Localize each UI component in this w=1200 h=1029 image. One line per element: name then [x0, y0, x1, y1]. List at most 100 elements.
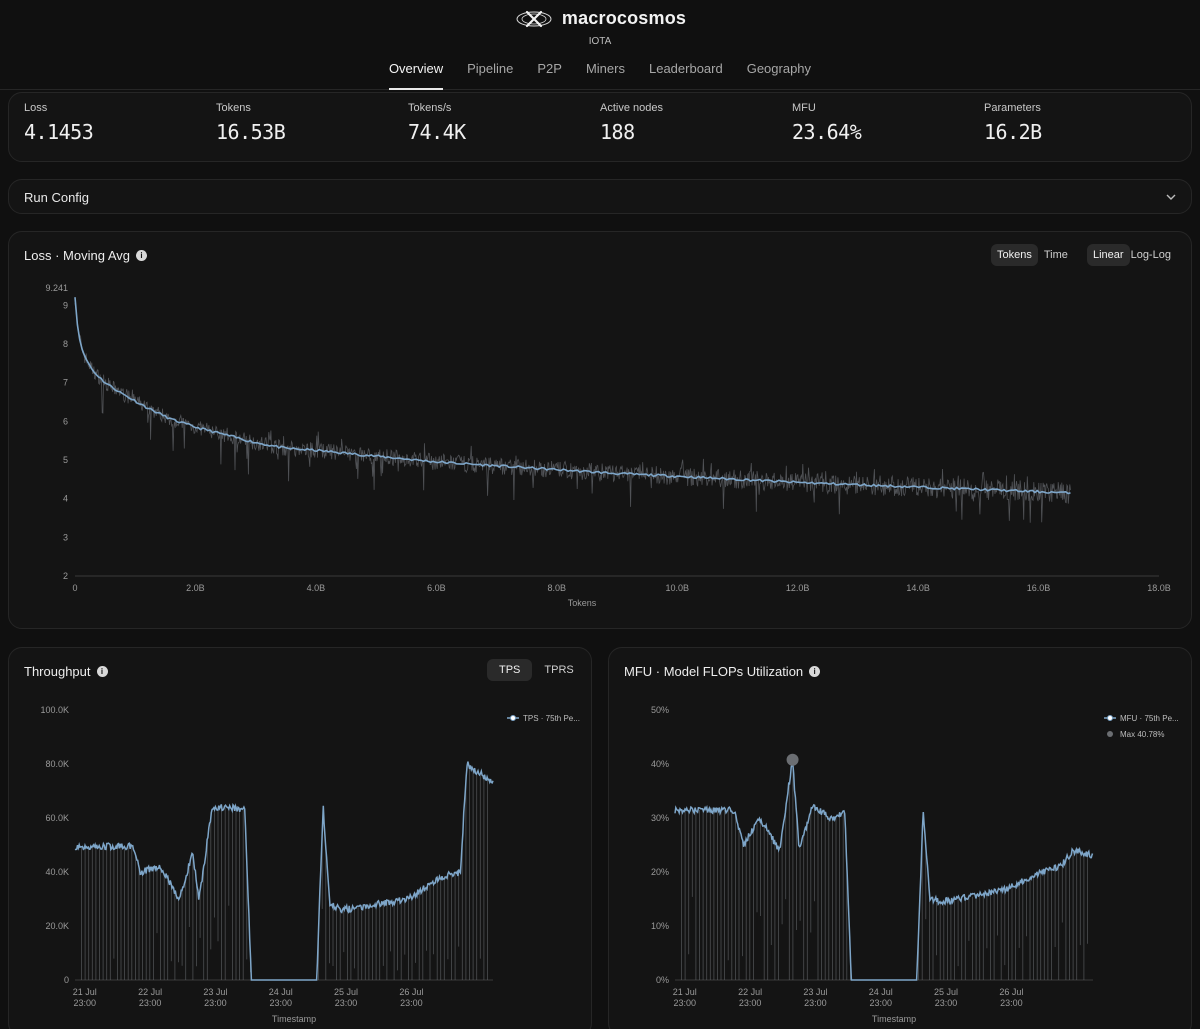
- macrocosmos-logo-icon: [516, 10, 552, 27]
- y-tick-label: 9: [63, 300, 68, 310]
- y-tick-label: 20.0K: [45, 921, 69, 931]
- x-tick-label: 16.0B: [1027, 583, 1051, 593]
- x-tick-label: 21 Jul: [673, 987, 697, 997]
- y-tick-label: 10%: [651, 921, 669, 931]
- x-tick-label: 4.0B: [307, 583, 326, 593]
- x-tick-label: 24 Jul: [269, 987, 293, 997]
- toggle-tprs[interactable]: TPRS: [544, 664, 574, 676]
- x-tick-label: 21 Jul: [73, 987, 97, 997]
- x-tick-label: 12.0B: [786, 583, 810, 593]
- stat-parameters: Parameters 16.2B: [984, 102, 1042, 144]
- tab-leaderboard[interactable]: Leaderboard: [648, 61, 723, 76]
- y-tick-label: 6: [63, 416, 68, 426]
- x-tick-label: 25 Jul: [334, 987, 358, 997]
- run-config-label: Run Config: [24, 190, 90, 205]
- run-config-accordion[interactable]: Run Config: [8, 179, 1192, 214]
- y-tick-label: 80.0K: [45, 759, 69, 769]
- y-tick-label: 30%: [651, 813, 669, 823]
- tab-geography[interactable]: Geography: [746, 61, 812, 76]
- x-tick-label: 26 Jul: [999, 987, 1023, 997]
- stat-tokens-per-second: Tokens/s 74.4K: [408, 102, 466, 144]
- y-tick-label: 50%: [651, 705, 669, 715]
- info-icon[interactable]: i: [96, 666, 108, 677]
- stat-label: Active nodes: [600, 102, 663, 114]
- toggle-tokens[interactable]: Tokens: [991, 244, 1038, 266]
- tab-p2p[interactable]: P2P: [537, 61, 562, 76]
- stat-label: MFU: [792, 102, 816, 114]
- brand-row[interactable]: macrocosmos: [514, 8, 686, 29]
- y-tick-label: 5: [63, 455, 68, 465]
- legend-max-marker: [1107, 731, 1113, 737]
- x-tick-label: 23:00: [335, 998, 358, 1008]
- x-tick-label: 24 Jul: [869, 987, 893, 997]
- x-axis-toggle: Tokens Time: [991, 244, 1074, 266]
- x-axis-label: Tokens: [568, 598, 597, 608]
- brand-name: macrocosmos: [561, 8, 687, 28]
- throughput-toggle: TPS TPRS: [487, 659, 586, 681]
- y-tick-label: 60.0K: [45, 813, 69, 823]
- stats-card: Loss 4.1453 Tokens 16.53B Tokens/s 74.4K…: [8, 92, 1192, 162]
- mfu-chart-card: MFU · Model FLOPs Utilization i 0% 10% 20%…: [608, 647, 1192, 1029]
- info-icon[interactable]: i: [135, 250, 147, 261]
- legend-label: MFU · 75th Pe...: [1120, 714, 1179, 723]
- raw-dips: [681, 764, 1088, 980]
- stat-active-nodes: Active nodes 188: [600, 102, 663, 144]
- mfu-chart-title: MFU · Model FLOPs Utilization i: [624, 664, 821, 679]
- x-tick-label: 8.0B: [548, 583, 567, 593]
- x-tick-label: 23:00: [204, 998, 227, 1008]
- x-tick-label: 23:00: [869, 998, 892, 1008]
- stat-label: Tokens/s: [408, 102, 452, 114]
- x-tick-label: 23 Jul: [203, 987, 227, 997]
- loss-chart-card: Loss · Moving Avg i Tokens Time Linear L…: [8, 231, 1192, 629]
- throughput-chart-card: Throughput i TPS TPRS 0 20.0K 40.0K 60.0K 80…: [8, 647, 592, 1029]
- y-tick-label: 7: [63, 378, 68, 388]
- x-axis-label: Timestamp: [872, 1014, 916, 1024]
- mfu-chart-title-text: MFU · Model FLOPs Utilization: [624, 664, 804, 679]
- raw-dips: [81, 765, 488, 980]
- y-tick-label: 40.0K: [45, 867, 69, 877]
- x-tick-label: 22 Jul: [138, 987, 162, 997]
- stat-label: Parameters: [984, 102, 1041, 114]
- toggle-linear[interactable]: Linear: [1087, 244, 1130, 266]
- stat-value: 4.1453: [24, 120, 94, 144]
- brand-subtitle: IOTA: [588, 35, 612, 47]
- y-tick-label: 3: [63, 532, 68, 542]
- tab-overview[interactable]: Overview: [388, 58, 444, 90]
- stat-value: 74.4K: [408, 120, 466, 144]
- stat-loss: Loss 4.1453: [24, 102, 94, 144]
- y-tick-label: 20%: [651, 867, 669, 877]
- y-max-label: 9.241: [45, 283, 68, 293]
- info-icon[interactable]: i: [809, 666, 821, 677]
- x-tick-label: 23:00: [269, 998, 292, 1008]
- x-tick-label: 14.0B: [906, 583, 930, 593]
- stat-value: 23.64%: [792, 120, 862, 144]
- toggle-log-log[interactable]: Log-Log: [1130, 249, 1171, 261]
- loss-chart[interactable]: 2 3 4 5 6 7 8 9 9.241 0 2.0B 4.0B 6.0B 8.0B 10.0B 12.0B…: [9, 232, 1193, 630]
- toggle-time[interactable]: Time: [1043, 249, 1068, 261]
- loss-chart-title-text: Loss · Moving Avg: [24, 248, 130, 263]
- throughput-chart-title-text: Throughput: [24, 664, 91, 679]
- x-tick-label: 18.0B: [1147, 583, 1171, 593]
- x-tick-label: 0: [72, 583, 77, 593]
- stat-value: 16.53B: [216, 120, 286, 144]
- x-tick-label: 23:00: [139, 998, 162, 1008]
- y-tick-label: 0: [64, 975, 69, 985]
- x-tick-label: 23:00: [74, 998, 97, 1008]
- stat-label: Loss: [24, 102, 48, 114]
- stat-value: 188: [600, 120, 635, 144]
- x-tick-label: 23:00: [935, 998, 958, 1008]
- chevron-down-icon[interactable]: [1165, 188, 1177, 206]
- tab-miners[interactable]: Miners: [585, 61, 625, 76]
- x-axis-label: Timestamp: [272, 1014, 316, 1024]
- x-tick-label: 6.0B: [427, 583, 446, 593]
- max-point: [786, 753, 799, 766]
- toggle-tps[interactable]: TPS: [487, 659, 533, 681]
- throughput-chart-title: Throughput i: [24, 664, 108, 679]
- x-tick-label: 10.0B: [665, 583, 689, 593]
- x-tick-label: 23:00: [674, 998, 697, 1008]
- y-tick-label: 40%: [651, 759, 669, 769]
- stat-label: Tokens: [216, 102, 251, 114]
- tab-pipeline[interactable]: Pipeline: [467, 61, 514, 76]
